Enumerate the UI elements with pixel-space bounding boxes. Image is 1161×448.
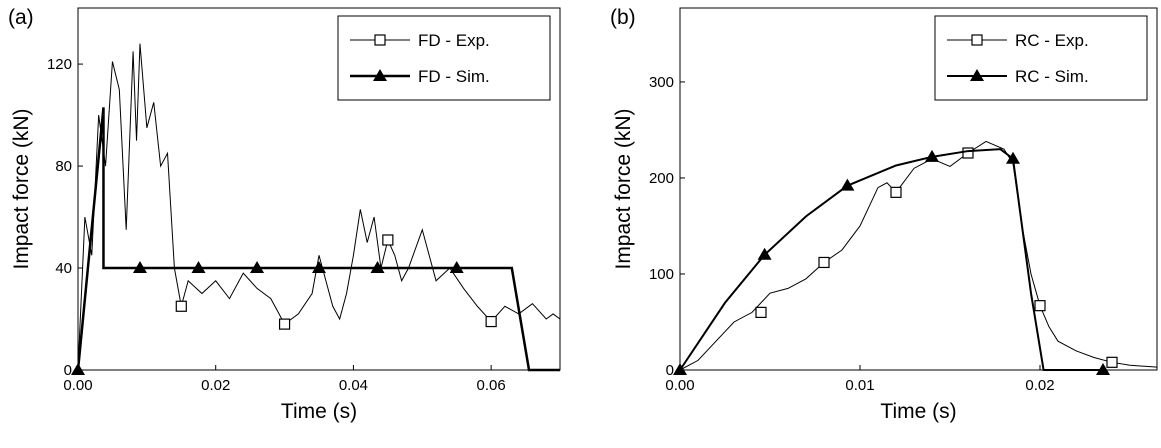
x-axis-label: Time (s): [880, 400, 956, 423]
legend-box: [337, 15, 551, 101]
marker: [890, 186, 902, 198]
x-tick-label: 0.01: [845, 377, 874, 394]
legend-label: FD - Exp.: [418, 31, 490, 50]
marker: [485, 315, 497, 328]
marker: [132, 261, 147, 274]
legend-marker: [970, 69, 984, 81]
y-tick-label: 0: [666, 362, 674, 379]
y-tick-label: 300: [649, 74, 674, 91]
marker: [1106, 356, 1118, 368]
plot-frame: [77, 7, 561, 371]
marker: [925, 149, 939, 162]
marker: [191, 261, 206, 274]
y-tick-label: 120: [47, 56, 72, 73]
series-line: [680, 140, 1157, 371]
x-tick-label: 0.04: [339, 377, 368, 394]
panel-label: (a): [8, 6, 34, 29]
marker: [840, 178, 855, 191]
y-tick-label: 80: [55, 158, 72, 175]
legend-marker: [373, 69, 387, 81]
marker: [1096, 363, 1110, 375]
legend-label: FD - Sim.: [418, 67, 490, 86]
marker: [71, 363, 85, 375]
marker: [962, 147, 974, 159]
legend-label: RC - Sim.: [1015, 67, 1089, 86]
panel: 0.00 0.01 0.02 0 100 200 300 Time (s) Impact for…: [610, 6, 1158, 423]
x-tick-label: 0.02: [1025, 377, 1054, 394]
x-tick-label: 0.00: [665, 377, 694, 394]
marker: [175, 300, 187, 312]
marker: [1034, 300, 1046, 312]
legend-box: [934, 15, 1148, 101]
x-tick-label: 0.02: [201, 377, 230, 394]
series-line: [78, 43, 560, 371]
marker: [278, 318, 291, 330]
panel: 0.00 0.02 0.04 0.06 0 40 80 120 Time (s) Impact f…: [8, 6, 561, 423]
marker: [1006, 151, 1020, 164]
marker: [250, 261, 265, 274]
marker: [757, 247, 772, 260]
y-axis-label: Impact force (kN): [612, 108, 635, 269]
y-tick-label: 200: [649, 170, 674, 187]
marker: [818, 256, 830, 269]
x-tick-label: 0.00: [63, 377, 92, 394]
plot-frame: [679, 7, 1158, 371]
panel-label: (b): [610, 6, 636, 29]
y-tick-label: 100: [649, 266, 674, 283]
x-tick-label: 0.06: [477, 377, 506, 394]
marker: [370, 261, 385, 274]
y-axis-label: Impact force (kN): [10, 108, 33, 269]
series-line: [78, 107, 560, 372]
marker: [755, 306, 767, 318]
x-axis-label: Time (s): [281, 400, 357, 423]
legend-marker: [374, 34, 386, 46]
legend-label: RC - Exp.: [1015, 31, 1089, 50]
marker: [673, 363, 687, 375]
y-tick-label: 0: [64, 362, 72, 379]
marker: [382, 234, 394, 246]
marker: [449, 261, 464, 274]
y-tick-label: 40: [55, 260, 72, 277]
series-line: [680, 148, 1103, 371]
marker: [312, 261, 326, 274]
legend-marker: [971, 34, 983, 46]
